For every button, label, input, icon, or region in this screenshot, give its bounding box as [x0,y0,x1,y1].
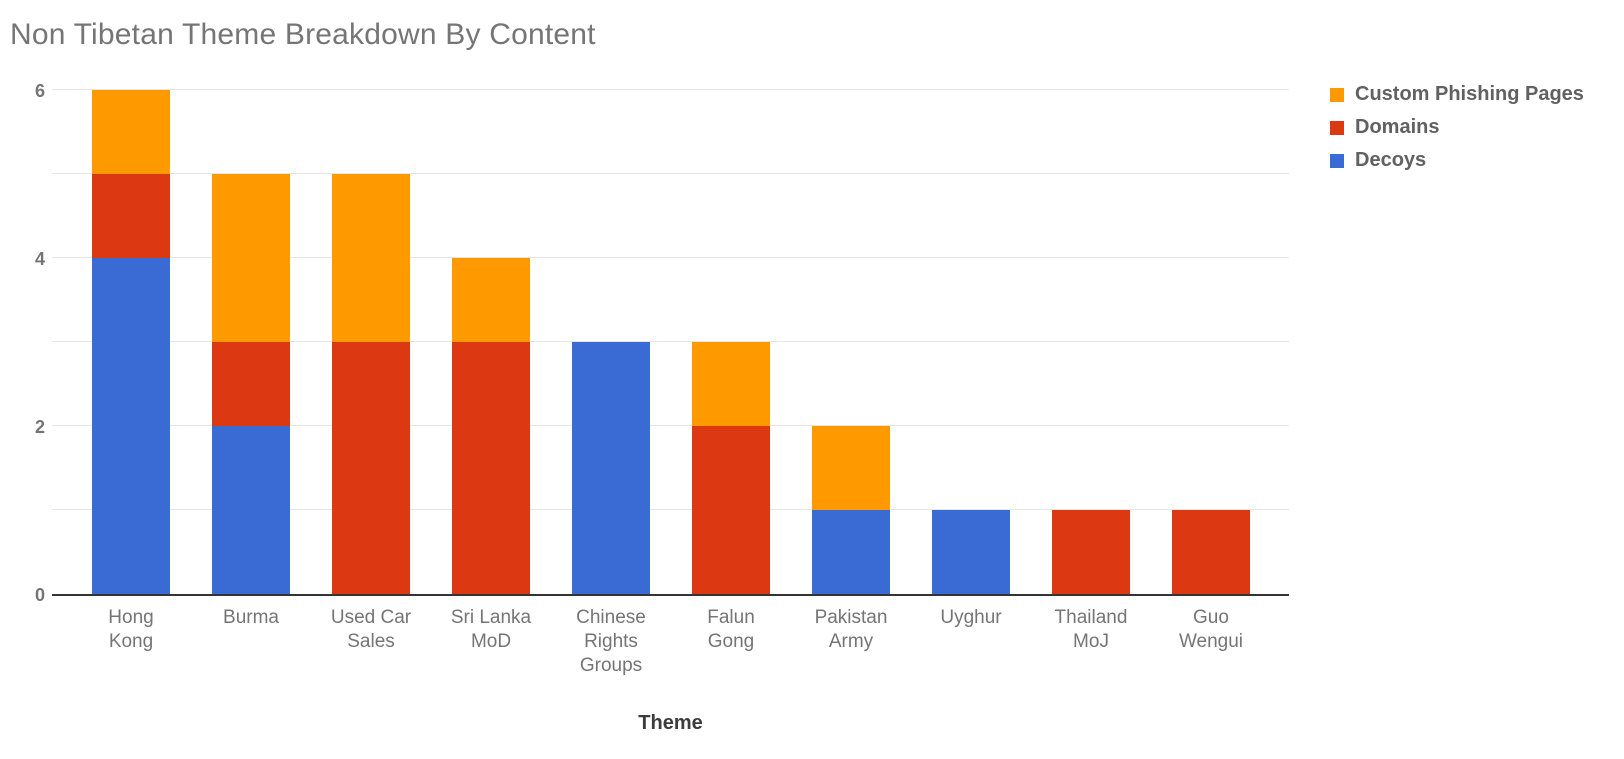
bar-segment-domains-guo-wengui[interactable] [1172,510,1250,594]
bar-segment-custom-phishing-pages-used-car-sales[interactable] [332,174,410,342]
legend-label-domains: Domains [1355,116,1440,138]
bar-segment-domains-sri-lanka-mod[interactable] [452,342,530,594]
bar-chinese-rights-groups [572,342,650,594]
gridline-y-2 [52,425,1289,426]
bar-segment-domains-used-car-sales[interactable] [332,342,410,594]
bar-segment-domains-thailand-moj[interactable] [1052,510,1130,594]
x-category-label-hong-kong: Hong Kong [108,607,154,652]
bar-segment-decoys-pakistan-army[interactable] [812,510,890,594]
gridline-y-3 [52,341,1289,342]
y-tick-label-0: 0 [34,585,45,605]
bar-sri-lanka-mod [452,258,530,594]
legend-swatch-custom-phishing-pages [1330,87,1344,102]
bar-falun-gong [692,342,770,594]
legend-swatch-decoys [1330,153,1344,168]
y-tick-label-4: 4 [34,249,45,269]
bar-segment-custom-phishing-pages-sri-lanka-mod[interactable] [452,258,530,342]
legend-item-domains: Domains [1330,116,1584,138]
bar-used-car-sales [332,174,410,594]
plot-area [52,89,1289,596]
x-axis-labels: Hong Kong Burma Used Car Sales Sri Lanka Mo… [71,606,1271,678]
gridline-y-1 [52,509,1289,510]
x-axis-title: Theme [638,712,703,734]
bar-pakistan-army [812,426,890,594]
x-category-label-burma: Burma [223,607,279,628]
x-category-label-thailand-moj: Thailand MoJ [1054,607,1128,652]
legend-item-decoys: Decoys [1330,149,1584,171]
bar-thailand-moj [1052,510,1130,594]
bar-segment-decoys-hong-kong[interactable] [92,258,170,594]
bar-burma [212,174,290,594]
x-category-label-uyghur: Uyghur [940,607,1002,628]
bar-segment-domains-falun-gong[interactable] [692,426,770,594]
bar-segment-decoys-uyghur[interactable] [932,510,1010,594]
bar-hong-kong [92,90,170,594]
gridline-y-5 [52,173,1289,174]
x-category-label-pakistan-army: Pakistan Army [814,607,888,652]
x-category-label-guo-wengui: Guo Wengui [1178,607,1244,652]
legend-item-custom-phishing-pages: Custom Phishing Pages [1330,83,1584,105]
x-category-label-used-car-sales: Used Car Sales [330,607,412,652]
legend: Custom Phishing Pages Domains Decoys [1330,83,1584,183]
legend-swatch-domains [1330,120,1344,135]
bar-uyghur [932,510,1010,594]
y-tick-label-2: 2 [34,417,45,437]
gridline-y-4 [52,257,1289,258]
legend-label-decoys: Decoys [1355,149,1427,171]
y-tick-label-6: 6 [34,81,45,101]
chart-title: Non Tibetan Theme Breakdown By Content [10,18,596,51]
x-category-label-sri-lanka-mod: Sri Lanka MoD [450,607,532,652]
bar-segment-custom-phishing-pages-burma[interactable] [212,174,290,342]
bar-guo-wengui [1172,510,1250,594]
x-category-label-chinese-rights-groups: Chinese Rights Groups [576,607,646,676]
bar-segment-domains-hong-kong[interactable] [92,174,170,258]
bar-segment-domains-burma[interactable] [212,342,290,426]
legend-label-custom-phishing-pages: Custom Phishing Pages [1355,83,1584,105]
bar-segment-decoys-burma[interactable] [212,426,290,594]
gridline-y-6 [52,89,1289,90]
bar-segment-decoys-chinese-rights-groups[interactable] [572,342,650,594]
bar-segment-custom-phishing-pages-pakistan-army[interactable] [812,426,890,510]
x-category-label-falun-gong: Falun Gong [707,607,755,652]
bars-layer [71,90,1271,594]
bar-segment-custom-phishing-pages-falun-gong[interactable] [692,342,770,426]
bar-segment-custom-phishing-pages-hong-kong[interactable] [92,90,170,174]
